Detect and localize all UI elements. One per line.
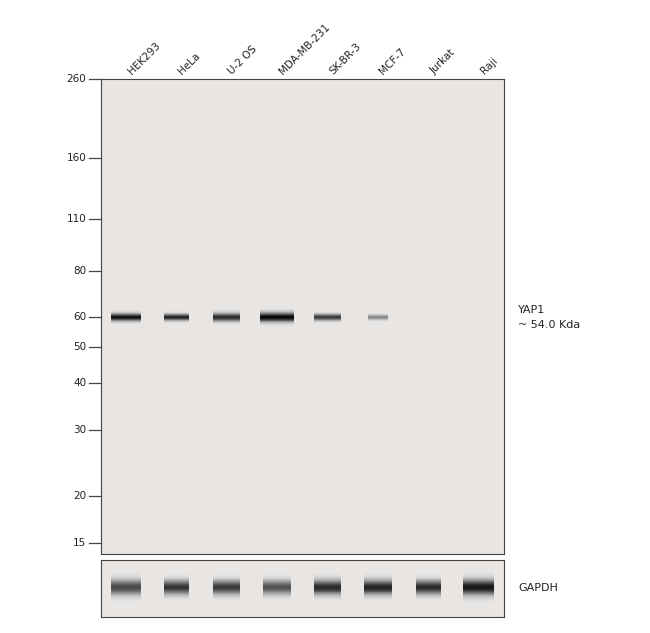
Text: MDA-MB-231: MDA-MB-231	[277, 22, 332, 76]
Text: 80: 80	[73, 266, 86, 275]
Text: 15: 15	[73, 537, 86, 548]
Text: MCF-7: MCF-7	[378, 46, 408, 76]
Text: 110: 110	[67, 214, 86, 224]
Text: GAPDH: GAPDH	[518, 582, 558, 592]
Text: SK-BR-3: SK-BR-3	[328, 41, 363, 76]
Text: Jurkat: Jurkat	[428, 47, 457, 76]
Text: 160: 160	[67, 153, 86, 163]
Text: 60: 60	[73, 312, 86, 322]
Text: HeLa: HeLa	[176, 51, 202, 76]
Text: HEK293: HEK293	[126, 40, 162, 76]
Text: U-2 OS: U-2 OS	[227, 44, 259, 76]
Text: 50: 50	[73, 342, 86, 352]
Text: 30: 30	[73, 425, 86, 435]
Text: Raji: Raji	[478, 55, 499, 76]
Text: 20: 20	[73, 491, 86, 501]
Text: 260: 260	[67, 74, 86, 84]
Text: YAP1
~ 54.0 Kda: YAP1 ~ 54.0 Kda	[518, 305, 580, 330]
Text: 40: 40	[73, 379, 86, 388]
